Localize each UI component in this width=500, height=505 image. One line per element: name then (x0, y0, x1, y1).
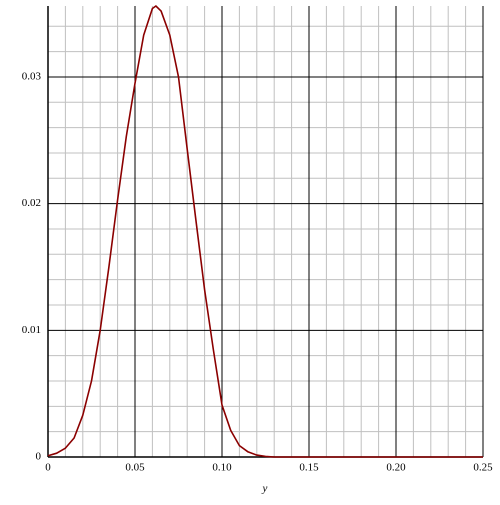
x-tick-label: 0.10 (212, 462, 232, 474)
x-axis-label: y (262, 483, 268, 495)
y-tick-label: 0.01 (22, 324, 41, 336)
x-tick-label: 0.15 (299, 462, 319, 474)
line (47, 5, 483, 458)
y-tick-label: 0 (36, 451, 42, 463)
x-tick-label: 0.25 (473, 462, 493, 474)
y-tick-label: 0.03 (22, 70, 42, 82)
x-tick-label: 0 (45, 462, 51, 474)
x-tick-label: 0.05 (125, 462, 145, 474)
x-tick-label: 0.20 (386, 462, 406, 474)
y-tick-label: 0.02 (22, 197, 41, 209)
